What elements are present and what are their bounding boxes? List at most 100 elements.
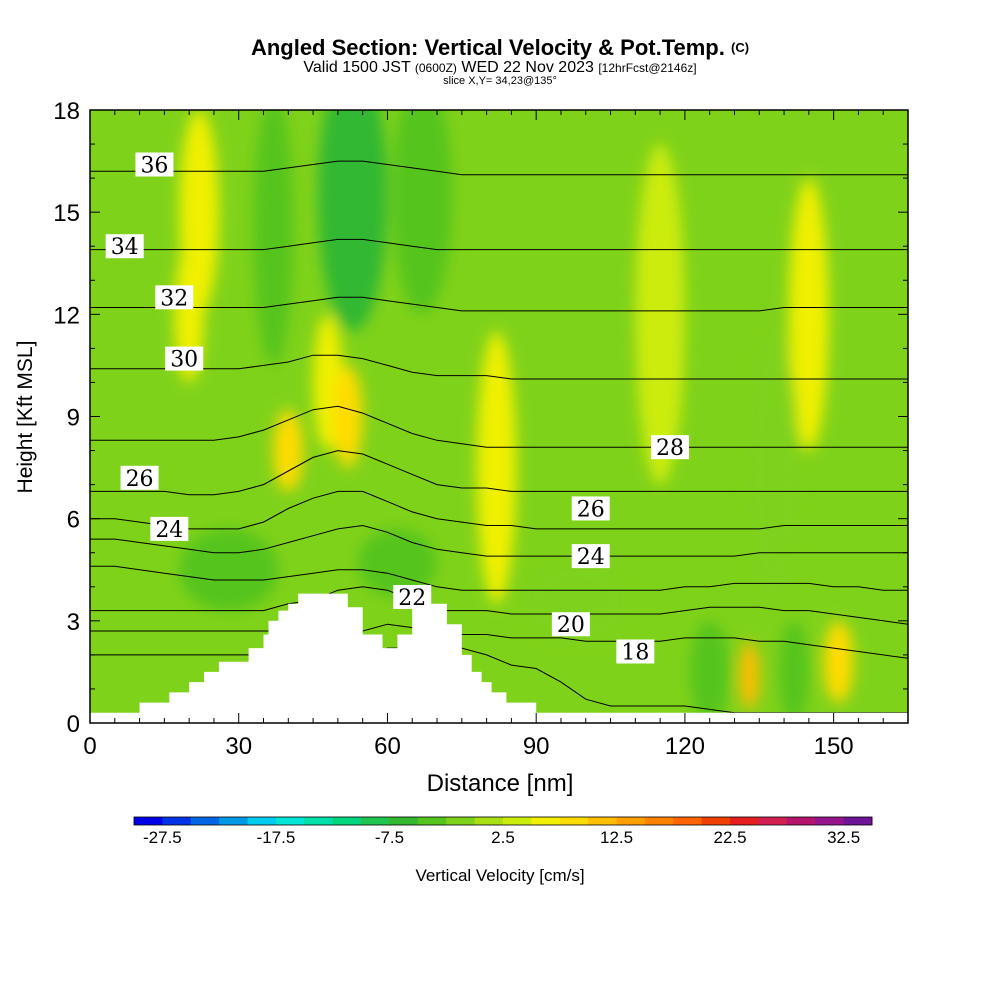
velocity-feature	[332, 365, 363, 468]
colorbar-swatch	[389, 817, 419, 825]
theta-contour	[90, 238, 908, 251]
colorbar-swatch	[531, 817, 561, 825]
colorbar-swatch	[758, 817, 788, 825]
terrain	[90, 593, 908, 723]
x-axis-label: Distance [nm]	[427, 770, 574, 797]
contour-label-box	[393, 584, 432, 609]
colorbar-swatch	[730, 817, 759, 825]
contour-label: 28	[656, 436, 684, 461]
x-tick-label: 90	[523, 733, 550, 760]
contour-label-box	[135, 152, 174, 177]
contour-label: 34	[111, 235, 139, 260]
contour-label-box	[105, 234, 144, 259]
colorbar-tick-label: 32.5	[827, 828, 860, 847]
contour-label-box	[551, 612, 590, 637]
slice-info: slice X,Y= 34,23@135°	[443, 75, 557, 87]
y-tick-label: 6	[67, 507, 80, 534]
contour-label: 30	[170, 348, 198, 373]
velocity-feature	[318, 110, 388, 332]
contour-label-box	[120, 465, 159, 490]
colorbar-swatch	[843, 817, 873, 825]
velocity-feature	[689, 620, 730, 723]
velocity-feature	[749, 331, 799, 604]
velocity-feature	[526, 562, 626, 645]
y-tick-label: 18	[53, 98, 80, 125]
colorbar-swatch	[190, 817, 220, 825]
y-tick-label: 0	[67, 711, 80, 738]
velocity-feature	[273, 409, 304, 492]
forecast-tag: [12hrFcst@2146z]	[598, 61, 697, 75]
colorbar: -27.5 -17.5 -7.5 2.5 12.5 22.5 32.5	[133, 816, 873, 847]
colorbar-tick-label: 22.5	[714, 828, 747, 847]
contour-label: 18	[621, 640, 649, 665]
colorbar-swatch	[162, 817, 192, 825]
valid-utc: (0600Z)	[414, 61, 457, 75]
title-main: Angled Section: Vertical Velocity & Pot.…	[250, 35, 725, 60]
valid-date: WED 22 Nov 2023	[461, 59, 594, 76]
x-tick-label: 120	[665, 733, 705, 760]
colorbar-tick-label: 12.5	[600, 828, 633, 847]
contour-labels: 18 20 22 24 26 24 26 28 30 32 34 36	[105, 152, 690, 665]
colorbar-swatch	[304, 817, 334, 825]
theta-contour	[90, 405, 908, 448]
chart-title: Angled Section: Vertical Velocity & Pot.…	[0, 36, 1000, 60]
contour-label-box	[155, 285, 194, 310]
velocity-feature	[635, 144, 685, 485]
velocity-feature	[779, 620, 809, 723]
colorbar-tick-label: 2.5	[491, 828, 515, 847]
colorbar-swatch	[503, 817, 532, 825]
valid-prefix: Valid 1500 JST	[303, 59, 411, 76]
y-tick-label: 3	[67, 609, 80, 636]
x-tick-label: 30	[225, 733, 252, 760]
contour-label-box	[616, 639, 655, 664]
contour-label-box	[165, 346, 204, 371]
contour-label: 24	[577, 545, 605, 570]
velocity-feature	[823, 620, 854, 703]
colorbar-swatch	[361, 817, 390, 825]
colorbar-swatch	[417, 817, 447, 825]
title-unit-tag: (C)	[731, 40, 750, 55]
contour-label-box	[150, 516, 189, 541]
x-tick-label: 150	[814, 733, 854, 760]
y-tick-label: 12	[53, 302, 80, 329]
valid-time: Valid 1500 JST (0600Z) WED 22 Nov 2023 […	[0, 60, 1000, 76]
theta-contour	[90, 296, 908, 312]
colorbar-swatch	[588, 817, 618, 825]
contour-label: 20	[557, 613, 585, 638]
y-axis-label: Height [Kft MSL]	[14, 341, 37, 494]
contour-label-box	[571, 496, 610, 521]
theta-contour	[90, 160, 908, 176]
colorbar-swatch	[644, 817, 674, 825]
colorbar-swatch	[786, 817, 816, 825]
contour-label: 36	[140, 153, 168, 178]
colorbar-swatch	[673, 817, 703, 825]
theta-contour	[90, 450, 908, 496]
y-tick-label: 9	[67, 405, 80, 432]
velocity-feature	[179, 528, 279, 611]
colorbar-tick-label: -27.5	[143, 828, 182, 847]
contour-label: 32	[160, 286, 188, 311]
theta-contours	[90, 160, 908, 714]
velocity-feature	[253, 110, 294, 366]
colorbar-swatch	[446, 817, 476, 825]
contour-label: 26	[126, 467, 154, 492]
colorbar-swatch	[332, 817, 362, 825]
colorbar-swatch	[219, 817, 249, 825]
colorbar-swatch	[815, 817, 845, 825]
velocity-field	[174, 110, 854, 723]
colorbar-tick-label: -7.5	[375, 828, 404, 847]
velocity-feature	[739, 641, 760, 710]
velocity-feature	[789, 178, 829, 451]
colorbar-label: Vertical Velocity [cm/s]	[415, 866, 584, 885]
x-tick-label: 60	[374, 733, 401, 760]
contour-label: 26	[577, 497, 605, 522]
velocity-feature	[476, 331, 517, 604]
contour-label-box	[571, 544, 610, 569]
colorbar-swatch	[134, 817, 163, 825]
title-block: Angled Section: Vertical Velocity & Pot.…	[0, 36, 1000, 87]
velocity-feature	[392, 110, 452, 315]
theta-contour	[90, 623, 908, 659]
colorbar-frame	[133, 816, 873, 826]
